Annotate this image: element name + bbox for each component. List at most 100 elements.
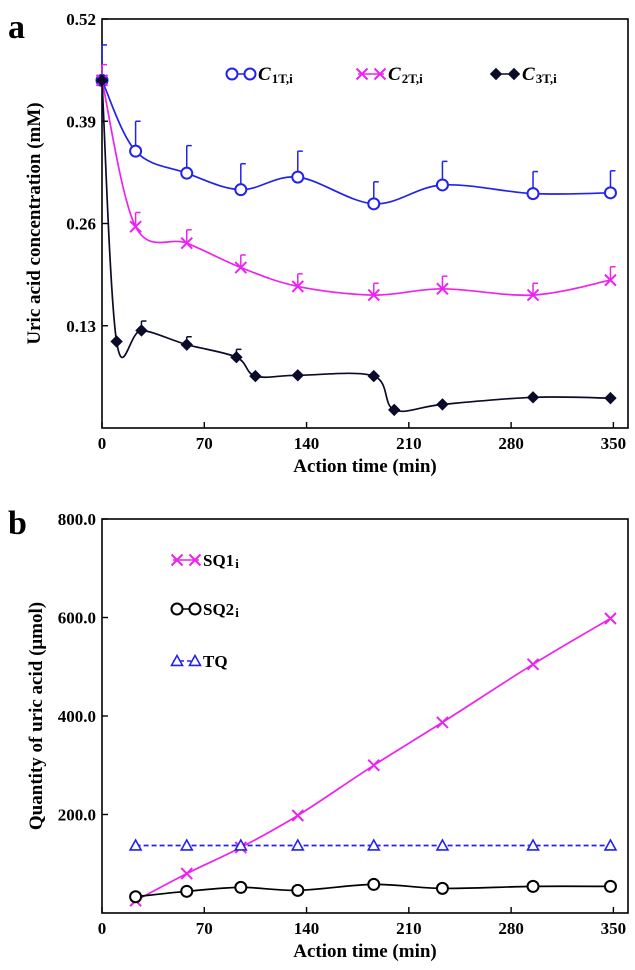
x-tick-label: 70 bbox=[196, 919, 213, 938]
x-tick-label: 350 bbox=[601, 919, 627, 938]
legend-marker bbox=[170, 602, 184, 616]
legend-marker bbox=[489, 67, 503, 81]
data-point bbox=[366, 838, 381, 851]
data-point bbox=[180, 166, 194, 180]
data-point bbox=[234, 880, 248, 894]
legend-label: C3T,i bbox=[522, 64, 557, 86]
data-point bbox=[234, 261, 248, 274]
x-tick-label: 280 bbox=[498, 919, 524, 938]
legend: SQ1i SQ2i TQ bbox=[170, 551, 239, 671]
data-point bbox=[526, 838, 540, 851]
legend-marker bbox=[225, 67, 239, 81]
data-point bbox=[604, 391, 617, 405]
plot-frame bbox=[101, 518, 629, 914]
data-point bbox=[179, 838, 194, 851]
x-axis-label: Action time (min) bbox=[293, 456, 437, 477]
data-point bbox=[435, 838, 450, 851]
data-point bbox=[367, 197, 381, 211]
x-tick-label: 140 bbox=[294, 919, 320, 938]
legend-item-3: C3T,i bbox=[489, 64, 557, 86]
data-point bbox=[135, 324, 148, 337]
x-axis-label: Action time (min) bbox=[293, 941, 437, 962]
legend-item-2: SQ2i bbox=[170, 600, 239, 620]
y-axis-label: Uric acid concentration (mM) bbox=[24, 102, 45, 344]
legend-marker bbox=[355, 67, 369, 81]
legend-marker bbox=[188, 653, 202, 667]
data-point bbox=[180, 867, 193, 880]
data-point bbox=[291, 369, 304, 382]
data-point bbox=[234, 183, 248, 197]
legend-label: SQ2i bbox=[203, 600, 239, 620]
data-point bbox=[435, 881, 449, 895]
data-point bbox=[604, 612, 617, 625]
data-point bbox=[180, 338, 193, 351]
legend-marker bbox=[188, 553, 202, 567]
data-point bbox=[436, 398, 449, 411]
data-point bbox=[291, 883, 305, 897]
legend-marker bbox=[243, 67, 257, 81]
series-2 bbox=[129, 877, 617, 904]
legend-label: C2T,i bbox=[388, 64, 423, 86]
data-point bbox=[367, 369, 380, 383]
data-point bbox=[603, 186, 617, 200]
x-tick-label: 140 bbox=[294, 434, 320, 453]
x-tick-label: 350 bbox=[601, 434, 627, 453]
series-line bbox=[101, 80, 611, 205]
data-point bbox=[291, 170, 305, 184]
legend-marker bbox=[170, 553, 184, 567]
data-point bbox=[603, 838, 618, 851]
series-line bbox=[101, 80, 611, 413]
legend-item-3: TQ bbox=[170, 652, 228, 671]
data-point bbox=[230, 351, 243, 364]
legend: C1T,i C2T,i C3T,i bbox=[225, 64, 557, 86]
data-point bbox=[110, 335, 123, 348]
y-tick-label: 800.0 bbox=[58, 510, 96, 529]
legend-marker bbox=[373, 67, 387, 81]
legend-item-1: SQ1i bbox=[170, 551, 239, 571]
x-tick-label: 70 bbox=[196, 434, 213, 453]
series-3 bbox=[95, 74, 617, 417]
data-point bbox=[526, 391, 540, 404]
data-point bbox=[367, 759, 380, 772]
legend-item-2: C2T,i bbox=[355, 64, 423, 86]
y-tick-label: 0.39 bbox=[66, 112, 96, 131]
data-point bbox=[604, 273, 617, 287]
legend-label: SQ1i bbox=[203, 551, 239, 571]
legend-label: C1T,i bbox=[258, 64, 293, 86]
data-point bbox=[367, 877, 381, 891]
panel-label: b bbox=[8, 505, 27, 542]
legend-marker bbox=[188, 602, 202, 616]
data-point bbox=[367, 288, 380, 302]
data-point bbox=[388, 403, 401, 417]
data-point bbox=[129, 144, 143, 158]
y-tick-label: 0.13 bbox=[66, 317, 96, 336]
chart-panel-b: b 0 70 140 210 280 350 200.0 400.0 600.0 800.0 Acti… bbox=[8, 505, 629, 962]
data-point bbox=[180, 884, 194, 898]
data-point bbox=[290, 838, 305, 851]
x-tick-label: 210 bbox=[396, 919, 422, 938]
data-point bbox=[291, 809, 304, 822]
legend-marker bbox=[507, 67, 521, 81]
data-point bbox=[526, 187, 540, 201]
data-point bbox=[291, 280, 304, 293]
legend-item-1: C1T,i bbox=[225, 64, 293, 86]
data-point bbox=[129, 220, 142, 233]
y-tick-label: 0.52 bbox=[66, 10, 96, 29]
data-point bbox=[435, 178, 449, 192]
data-point bbox=[526, 879, 540, 893]
y-tick-label: 400.0 bbox=[58, 707, 96, 726]
x-tick-label: 0 bbox=[98, 434, 107, 453]
y-tick-label: 200.0 bbox=[58, 806, 96, 825]
x-tick-label: 210 bbox=[396, 434, 422, 453]
series-3 bbox=[128, 838, 618, 851]
data-point bbox=[95, 74, 109, 87]
panel-label: a bbox=[8, 9, 25, 46]
data-point bbox=[249, 369, 262, 383]
data-point bbox=[526, 288, 540, 302]
data-point bbox=[129, 890, 143, 904]
legend-marker bbox=[170, 653, 184, 667]
series-2 bbox=[95, 63, 617, 302]
data-point bbox=[526, 658, 540, 671]
chart-panel-a: a 0 70 140 210 280 350 0.13 0.26 0.39 0.52 Action t… bbox=[8, 9, 629, 477]
